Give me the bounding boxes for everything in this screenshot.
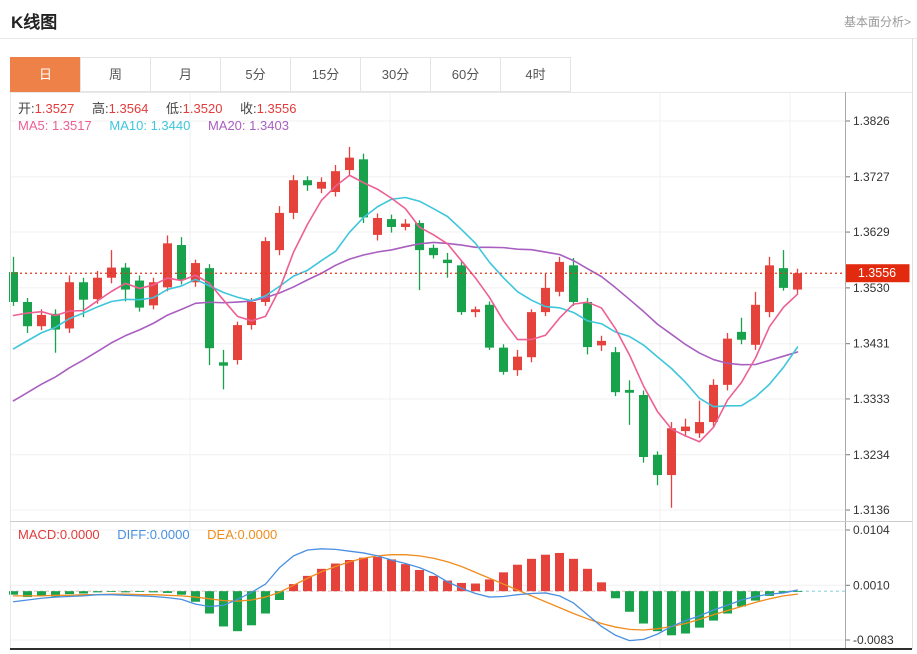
tab-60min[interactable]: 60分 [430,57,501,92]
tab-week[interactable]: 周 [80,57,151,92]
svg-text:0.0010: 0.0010 [853,578,890,592]
tab-day[interactable]: 日 [10,57,81,92]
dea-value: DEA:0.0000 [207,527,278,542]
tab-5min[interactable]: 5分 [220,57,291,92]
diff-value: DIFF:0.0000 [117,527,190,542]
tab-30min[interactable]: 30分 [360,57,431,92]
svg-text:1.3333: 1.3333 [853,392,890,406]
ma-readout: MA5: 1.3517 MA10: 1.3440 MA20: 1.3403 [18,118,303,133]
page-title: K线图 [11,13,58,32]
svg-text:1.3136: 1.3136 [853,503,890,517]
macd-readout: MACD:0.0000 DIFF:0.0000 DEA:0.0000 [18,527,291,542]
macd-value: MACD:0.0000 [18,527,100,542]
ma-lines [12,174,799,443]
svg-text:1.3530: 1.3530 [853,281,890,295]
ma5-readout: MA5: 1.3517 [18,118,92,133]
candles-layer [9,146,802,508]
ma20-readout: MA20: 1.3403 [207,118,289,133]
chart-borders [0,38,917,650]
tab-month[interactable]: 月 [150,57,221,92]
svg-text:1.3556: 1.3556 [858,266,896,280]
macd-lines [12,548,799,642]
svg-text:1.3629: 1.3629 [853,225,890,239]
price-axis: 1.3826 1.3727 1.3629 1.3530 1.3431 1.3333 1.32… [845,114,894,647]
current-price-tag: 1.3556 [845,264,910,283]
grid-layer [10,92,845,649]
svg-text:0.0104: 0.0104 [853,523,890,537]
tab-15min[interactable]: 15分 [290,57,361,92]
svg-text:1.3431: 1.3431 [853,337,890,351]
svg-text:-0.0083: -0.0083 [853,633,894,647]
tab-4hour[interactable]: 4时 [500,57,571,92]
fundamental-analysis-link[interactable]: 基本面分析> [843,15,911,29]
macd-histogram [9,552,802,636]
period-tabbar: 日 周 月 5分 15分 30分 60分 4时 [10,57,571,92]
open-readout: 开:1.3527 [18,101,75,116]
low-readout: 低:1.3520 [166,101,223,116]
high-readout: 高:1.3564 [92,101,149,116]
svg-text:1.3234: 1.3234 [853,448,890,462]
ohlc-readout: 开:1.3527 高:1.3564 低:1.3520 收:1.3556 [18,98,310,117]
svg-text:1.3826: 1.3826 [853,114,890,128]
svg-text:1.3727: 1.3727 [853,170,890,184]
close-readout: 收:1.3556 [240,101,297,116]
ma10-readout: MA10: 1.3440 [109,118,191,133]
